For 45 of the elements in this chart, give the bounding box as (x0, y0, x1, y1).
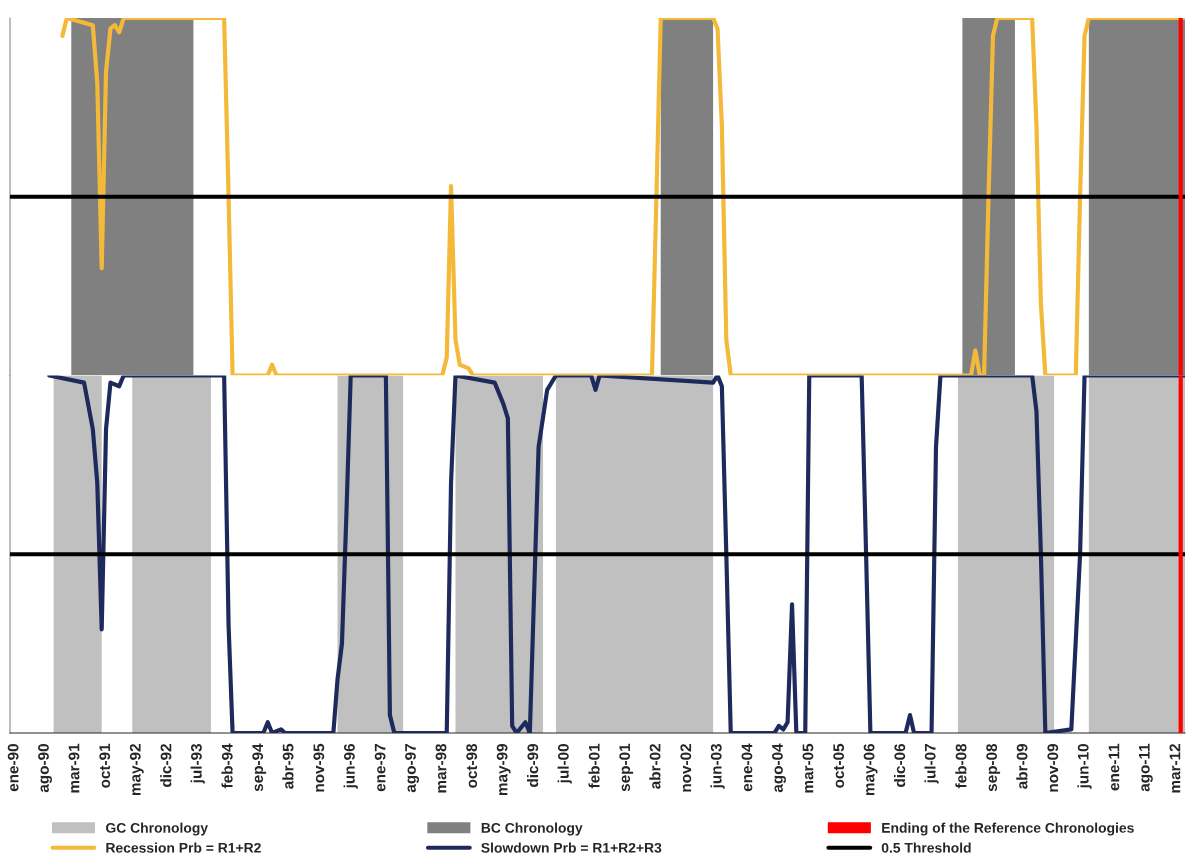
x-tick-label: ene-90 (7, 744, 19, 792)
x-tick-label: dic-99 (527, 743, 539, 787)
legend-label: Ending of the Reference Chronologies (882, 822, 1134, 836)
x-tick-label: sep-94 (252, 743, 267, 792)
x-tick-label: oct-91 (99, 743, 111, 788)
legend-label: Recession Prb = R1+R2 (106, 842, 261, 853)
x-tick-label: jul-00 (557, 744, 572, 784)
x-tick-label: jul-07 (924, 744, 939, 784)
x-tick-label: feb-08 (955, 743, 967, 789)
x-tick-label: nov-09 (1047, 743, 1059, 792)
x-tick-label: abr-02 (649, 744, 661, 789)
x-tick-label: mar-98 (435, 743, 447, 793)
x-tick-label: ene-11 (1108, 743, 1120, 791)
x-tick-label: sep-01 (619, 743, 634, 792)
x-tick-label: feb-94 (221, 743, 233, 789)
x-tick-label: jul-93 (190, 743, 205, 784)
x-tick-label: oct-98 (466, 743, 478, 788)
x-tick-label: mar-05 (802, 743, 814, 793)
legend-label: Slowdown Prb = R1+R2+R3 (481, 842, 662, 853)
x-tick-label: dic-92 (160, 744, 172, 787)
legend-label: 0.5 Threshold (881, 842, 971, 853)
x-tick-label: mar-91 (68, 743, 80, 793)
x-tick-label: ago-97 (405, 744, 419, 793)
x-tick-label: oct-05 (833, 743, 845, 788)
x-tick-label: nov-02 (680, 744, 692, 792)
x-tick-label: jun-96 (343, 743, 358, 789)
x-tick-label: abr-95 (282, 743, 294, 789)
x-tick-label: dic-06 (894, 743, 906, 787)
x-tick-label: sep-08 (986, 743, 1001, 792)
x-tick-label: mar-12 (1169, 744, 1181, 793)
x-tick-label: feb-01 (588, 743, 600, 789)
x-tick-label: may-99 (496, 743, 511, 796)
x-tick-label: jun-03 (710, 743, 725, 789)
x-tick-label: may-06 (863, 743, 878, 796)
x-tick-label: nov-95 (313, 743, 325, 792)
legend-label: GC Chronology (106, 822, 208, 836)
x-tick-label: may-92 (129, 744, 144, 796)
x-tick-label: ago-04 (772, 743, 786, 793)
x-tick-label: ene-04 (741, 743, 753, 792)
x-tick-label: jun-10 (1077, 744, 1092, 789)
x-tick-label: ago-11 (1139, 743, 1153, 792)
x-tick-label: ago-90 (38, 744, 52, 793)
x-tick-label: ene-97 (374, 744, 386, 792)
x-tick-label: abr-09 (1016, 743, 1028, 789)
legend-label: BC Chronology (481, 822, 583, 836)
